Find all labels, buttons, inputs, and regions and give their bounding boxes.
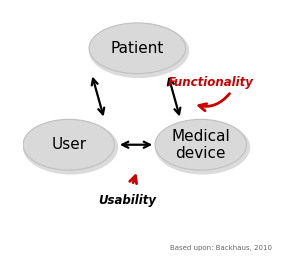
Text: Functionality: Functionality <box>168 76 254 89</box>
Ellipse shape <box>89 24 189 78</box>
Text: Medical
device: Medical device <box>171 128 230 161</box>
Text: Patient: Patient <box>111 41 164 56</box>
Text: Usability: Usability <box>98 194 156 207</box>
Text: Based upon: Backhaus, 2010: Based upon: Backhaus, 2010 <box>170 245 272 251</box>
Ellipse shape <box>23 120 118 175</box>
Ellipse shape <box>155 119 247 170</box>
Ellipse shape <box>89 23 185 74</box>
Ellipse shape <box>23 119 115 170</box>
Ellipse shape <box>155 120 250 175</box>
Text: User: User <box>51 137 86 152</box>
